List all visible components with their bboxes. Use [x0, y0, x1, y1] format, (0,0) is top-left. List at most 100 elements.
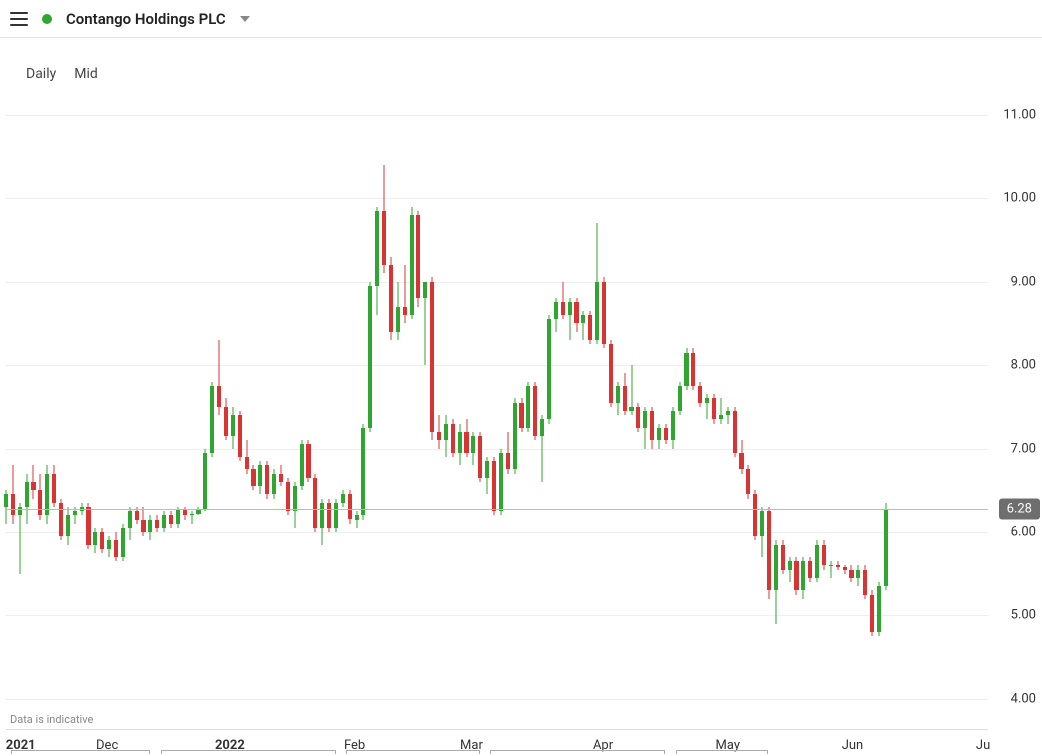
candle[interactable] — [73, 98, 77, 724]
candle[interactable] — [300, 98, 304, 724]
candle[interactable] — [11, 98, 15, 724]
candle[interactable] — [464, 98, 468, 724]
candle[interactable] — [355, 98, 359, 724]
candle[interactable] — [169, 98, 173, 724]
candle[interactable] — [863, 98, 867, 724]
candle[interactable] — [272, 98, 276, 724]
candle[interactable] — [59, 98, 63, 724]
candle[interactable] — [375, 98, 379, 724]
candle[interactable] — [849, 98, 853, 724]
candle[interactable] — [671, 98, 675, 724]
candle[interactable] — [245, 98, 249, 724]
candle[interactable] — [231, 98, 235, 724]
candle[interactable] — [176, 98, 180, 724]
candle[interactable] — [506, 98, 510, 724]
candle[interactable] — [279, 98, 283, 724]
overview-scrubber[interactable] — [6, 750, 1036, 756]
candle[interactable] — [327, 98, 331, 724]
candle[interactable] — [856, 98, 860, 724]
candle[interactable] — [629, 98, 633, 724]
candle[interactable] — [581, 98, 585, 724]
candle[interactable] — [203, 98, 207, 724]
candle[interactable] — [382, 98, 386, 724]
candle[interactable] — [609, 98, 613, 724]
candle[interactable] — [224, 98, 228, 724]
candle[interactable] — [554, 98, 558, 724]
candle[interactable] — [320, 98, 324, 724]
candle[interactable] — [286, 98, 290, 724]
candle[interactable] — [183, 98, 187, 724]
candle[interactable] — [293, 98, 297, 724]
candle[interactable] — [719, 98, 723, 724]
candle[interactable] — [774, 98, 778, 724]
candle[interactable] — [822, 98, 826, 724]
candle[interactable] — [410, 98, 414, 724]
candle[interactable] — [238, 98, 242, 724]
candle[interactable] — [746, 98, 750, 724]
candle[interactable] — [348, 98, 352, 724]
candle[interactable] — [313, 98, 317, 724]
candle[interactable] — [210, 98, 214, 724]
chevron-down-icon[interactable] — [240, 16, 250, 22]
candle[interactable] — [788, 98, 792, 724]
candle[interactable] — [196, 98, 200, 724]
candle[interactable] — [100, 98, 104, 724]
candle[interactable] — [478, 98, 482, 724]
candle[interactable] — [877, 98, 881, 724]
candle[interactable] — [444, 98, 448, 724]
candle[interactable] — [808, 98, 812, 724]
candle[interactable] — [423, 98, 427, 724]
candle[interactable] — [829, 98, 833, 724]
candle[interactable] — [574, 98, 578, 724]
candle[interactable] — [361, 98, 365, 724]
candle[interactable] — [519, 98, 523, 724]
candle[interactable] — [141, 98, 145, 724]
candle[interactable] — [712, 98, 716, 724]
candle[interactable] — [416, 98, 420, 724]
scrub-segment[interactable] — [490, 750, 665, 754]
candle[interactable] — [526, 98, 530, 724]
candle[interactable] — [148, 98, 152, 724]
candle[interactable] — [836, 98, 840, 724]
candle[interactable] — [403, 98, 407, 724]
candle[interactable] — [217, 98, 221, 724]
candle[interactable] — [760, 98, 764, 724]
candle[interactable] — [485, 98, 489, 724]
candle[interactable] — [602, 98, 606, 724]
candle[interactable] — [93, 98, 97, 724]
candle[interactable] — [561, 98, 565, 724]
candle[interactable] — [533, 98, 537, 724]
candle[interactable] — [45, 98, 49, 724]
candle[interactable] — [739, 98, 743, 724]
candle[interactable] — [368, 98, 372, 724]
candle[interactable] — [540, 98, 544, 724]
candle[interactable] — [265, 98, 269, 724]
candle[interactable] — [451, 98, 455, 724]
candle-area[interactable] — [6, 98, 988, 724]
candle[interactable] — [389, 98, 393, 724]
candle[interactable] — [499, 98, 503, 724]
candle[interactable] — [334, 98, 338, 724]
candle[interactable] — [121, 98, 125, 724]
candle[interactable] — [650, 98, 654, 724]
candle[interactable] — [107, 98, 111, 724]
candle[interactable] — [753, 98, 757, 724]
candle[interactable] — [162, 98, 166, 724]
candle[interactable] — [66, 98, 70, 724]
candle[interactable] — [86, 98, 90, 724]
scrub-segment[interactable] — [346, 750, 480, 754]
candle[interactable] — [135, 98, 139, 724]
menu-icon[interactable] — [10, 12, 28, 26]
candle[interactable] — [705, 98, 709, 724]
candle[interactable] — [396, 98, 400, 724]
candle[interactable] — [190, 98, 194, 724]
candle[interactable] — [155, 98, 159, 724]
candle[interactable] — [38, 98, 42, 724]
candle[interactable] — [595, 98, 599, 724]
candle[interactable] — [623, 98, 627, 724]
candle[interactable] — [547, 98, 551, 724]
candle[interactable] — [698, 98, 702, 724]
candle[interactable] — [492, 98, 496, 724]
candle[interactable] — [513, 98, 517, 724]
candle[interactable] — [664, 98, 668, 724]
